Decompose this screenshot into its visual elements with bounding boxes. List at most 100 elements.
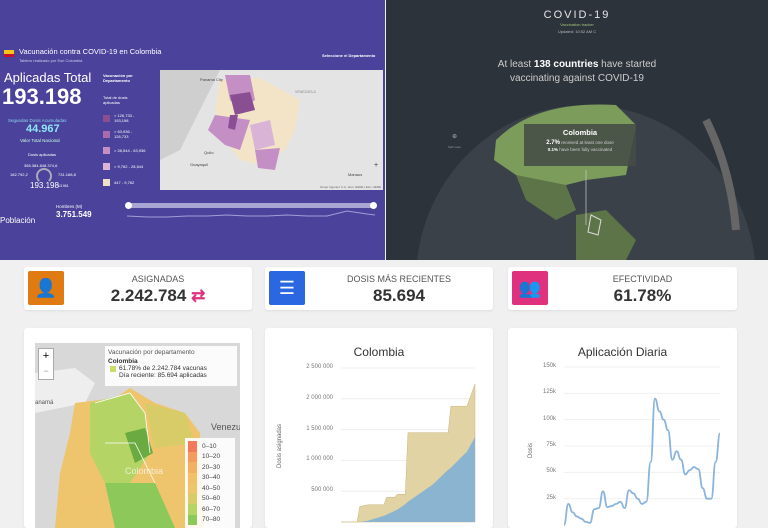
kpi-value: 2.242.784 ⇄ [64, 286, 252, 306]
headline-pre: At least [497, 59, 534, 70]
gauge-max: 365.384.848.374,6 [24, 163, 58, 168]
segundas-label: Segundas Dosis Acumuladas [8, 118, 67, 123]
swap-icon[interactable]: ⇄ [191, 286, 206, 305]
legend-swatch [188, 441, 197, 452]
map-zoom-in-button[interactable]: + [374, 162, 379, 169]
vacunacion-dashboard-panel: Vacunación contra COVID-19 en Colombia T… [0, 0, 385, 260]
map-attribution: Grupo Ingenier C.A., Esri, HERE | Esri, … [319, 185, 381, 189]
y-tick-label: 100k [542, 415, 556, 422]
daily-chart-card: Aplicación Diaria Dosis 150k 125k 100k 75k 5… [508, 328, 737, 528]
dept-map[interactable]: + − Vacunación por departamento Colombia … [35, 343, 240, 528]
legend-swatch [188, 462, 197, 473]
daily-line-chart [563, 366, 721, 526]
split-view-label[interactable]: Split view [448, 145, 461, 149]
legend-label: 20–30 [202, 463, 221, 471]
legend-item: 50–60 [188, 493, 232, 504]
legend-label: > 126,733 - 193,198 [114, 113, 135, 123]
legend-item: 70–80 [188, 514, 232, 525]
aplicadas-label: Aplicadas Total [4, 70, 92, 85]
time-slider[interactable] [125, 202, 377, 209]
poblacion-label: Población [0, 216, 36, 225]
gauge-arc [36, 168, 52, 184]
slider-end-handle[interactable] [370, 202, 377, 209]
y-tick-label: 1 000 000 [306, 456, 333, 463]
legend-subtitle: Total de dosis aplicadas [103, 95, 128, 105]
map-shapes [160, 70, 300, 170]
slider-start-handle[interactable] [125, 202, 132, 209]
legend-label: 0–10 [202, 442, 217, 450]
zoom-out-button[interactable]: − [43, 366, 49, 376]
info-line2: Día reciente: 85.694 aplicadas [119, 372, 207, 379]
legend-swatch [103, 178, 110, 186]
map-label-manaus: Manaus [348, 172, 363, 177]
colombia-chart-card: Colombia Dosis asignadas 2 500 000 2 000 … [265, 328, 493, 528]
legend-item: 20–30 [188, 462, 232, 473]
tooltip-text2: have been fully vaccinated [557, 147, 613, 152]
kpi-label: ASIGNADAS [131, 274, 185, 284]
zoom-controls: + − [38, 348, 54, 380]
kpi-value-text: 2.242.784 [110, 286, 187, 305]
area-series-1 [341, 436, 475, 522]
segundas-value: 44.967 [26, 123, 60, 135]
y-tick-label: 2 500 000 [306, 364, 333, 370]
percent-legend: 0–10 10–20 20–30 30–40 40–50 50–60 60–70 70–80 [185, 438, 235, 528]
gauge-value: 193.198 [30, 181, 59, 190]
legend-swatch [188, 472, 197, 483]
map-label-panama: anamá [35, 400, 54, 406]
legend-item: 30–40 [188, 472, 232, 483]
tooltip-country: Colombia [562, 128, 598, 137]
dept-map-card: + − Vacunación por departamento Colombia … [24, 328, 252, 528]
department-map[interactable]: Panama City VENEZUELA Quito Guayaquil Ma… [160, 70, 383, 190]
hombres-label: Hombres (M) [56, 204, 83, 209]
info-box: Vacunación por departamento Colombia 61.… [105, 346, 237, 386]
zoom-in-button[interactable]: + [42, 350, 50, 362]
chart-title: Aplicación Diaria [577, 345, 668, 359]
legend-label: 447 - 9,762 [114, 179, 135, 185]
y-tick-label: 25k [546, 494, 556, 501]
headline-bold: 138 countries [533, 59, 599, 70]
legend-item: 60–70 [188, 504, 232, 515]
select-department-button[interactable]: Seleccione el Departamento [322, 53, 376, 58]
map-label-venezuela: VENEZUELA [295, 90, 316, 94]
gauge-left: 182.792,2 [10, 172, 28, 177]
gauge-right: 731.168,8 [58, 172, 76, 177]
dept-map-shapes [35, 368, 205, 528]
info-swatch [110, 366, 116, 372]
dosis-label: Dosis aplicadas [28, 152, 57, 157]
map-label-colombia: Colombia [125, 466, 164, 476]
legend-item: > 126,733 - 193,198 [103, 110, 158, 126]
dashboard-subtitle: Tablero realizado por Esri Colombia [19, 58, 83, 63]
y-tick-label: 500 000 [311, 487, 333, 494]
headline-post: have started vaccinating against COVID-1… [510, 59, 657, 84]
legend-item: > 9,762 - 28,544 [103, 158, 158, 174]
colombia-area-chart [341, 367, 476, 523]
tooltip-pct1: 2.7% [546, 140, 560, 146]
colombia-flag-icon [4, 50, 14, 57]
kpi-value: 61.78% [613, 286, 672, 305]
tracker-subtitle: Vaccination tracker [560, 22, 594, 27]
tracker-headline: At least 138 countries have started vacc… [496, 58, 658, 86]
map-label-venezuela: Venezu [211, 422, 240, 432]
kpi-label: DOSIS MÁS RECIENTES [346, 274, 452, 284]
legend-label: 50–60 [202, 495, 221, 503]
legend-label: > 28,544 - 63,936 [114, 147, 146, 153]
map-label-panama: Panama City [200, 77, 223, 82]
legend-item: 0–10 [188, 441, 232, 452]
legend-item: 10–20 [188, 451, 232, 462]
kpi-efectividad: 👥 EFECTIVIDAD 61.78% [508, 267, 737, 310]
tracker-updated: Updated: 10:52 AM C [557, 29, 597, 34]
legend-swatch [188, 514, 197, 525]
legend-label: 40–50 [202, 484, 221, 492]
legend-title: Vacunación por Departamento [103, 73, 133, 83]
legend-swatch [188, 483, 197, 494]
legend-swatch [103, 114, 110, 122]
split-view-icon[interactable]: ⊕ [452, 134, 458, 140]
y-tick-label: 1 500 000 [306, 425, 333, 432]
legend-label: > 9,762 - 28,544 [114, 163, 144, 169]
vaccination-tracker-panel: COVID-19 Vaccination tracker Updated: 10… [386, 0, 768, 260]
legend-item: > 28,544 - 63,936 [103, 142, 158, 158]
legend-label: 70–80 [202, 516, 221, 524]
y-tick-label: 75k [546, 442, 556, 448]
legend-label: 30–40 [202, 474, 221, 482]
y-tick-label: 2 000 000 [306, 394, 333, 401]
